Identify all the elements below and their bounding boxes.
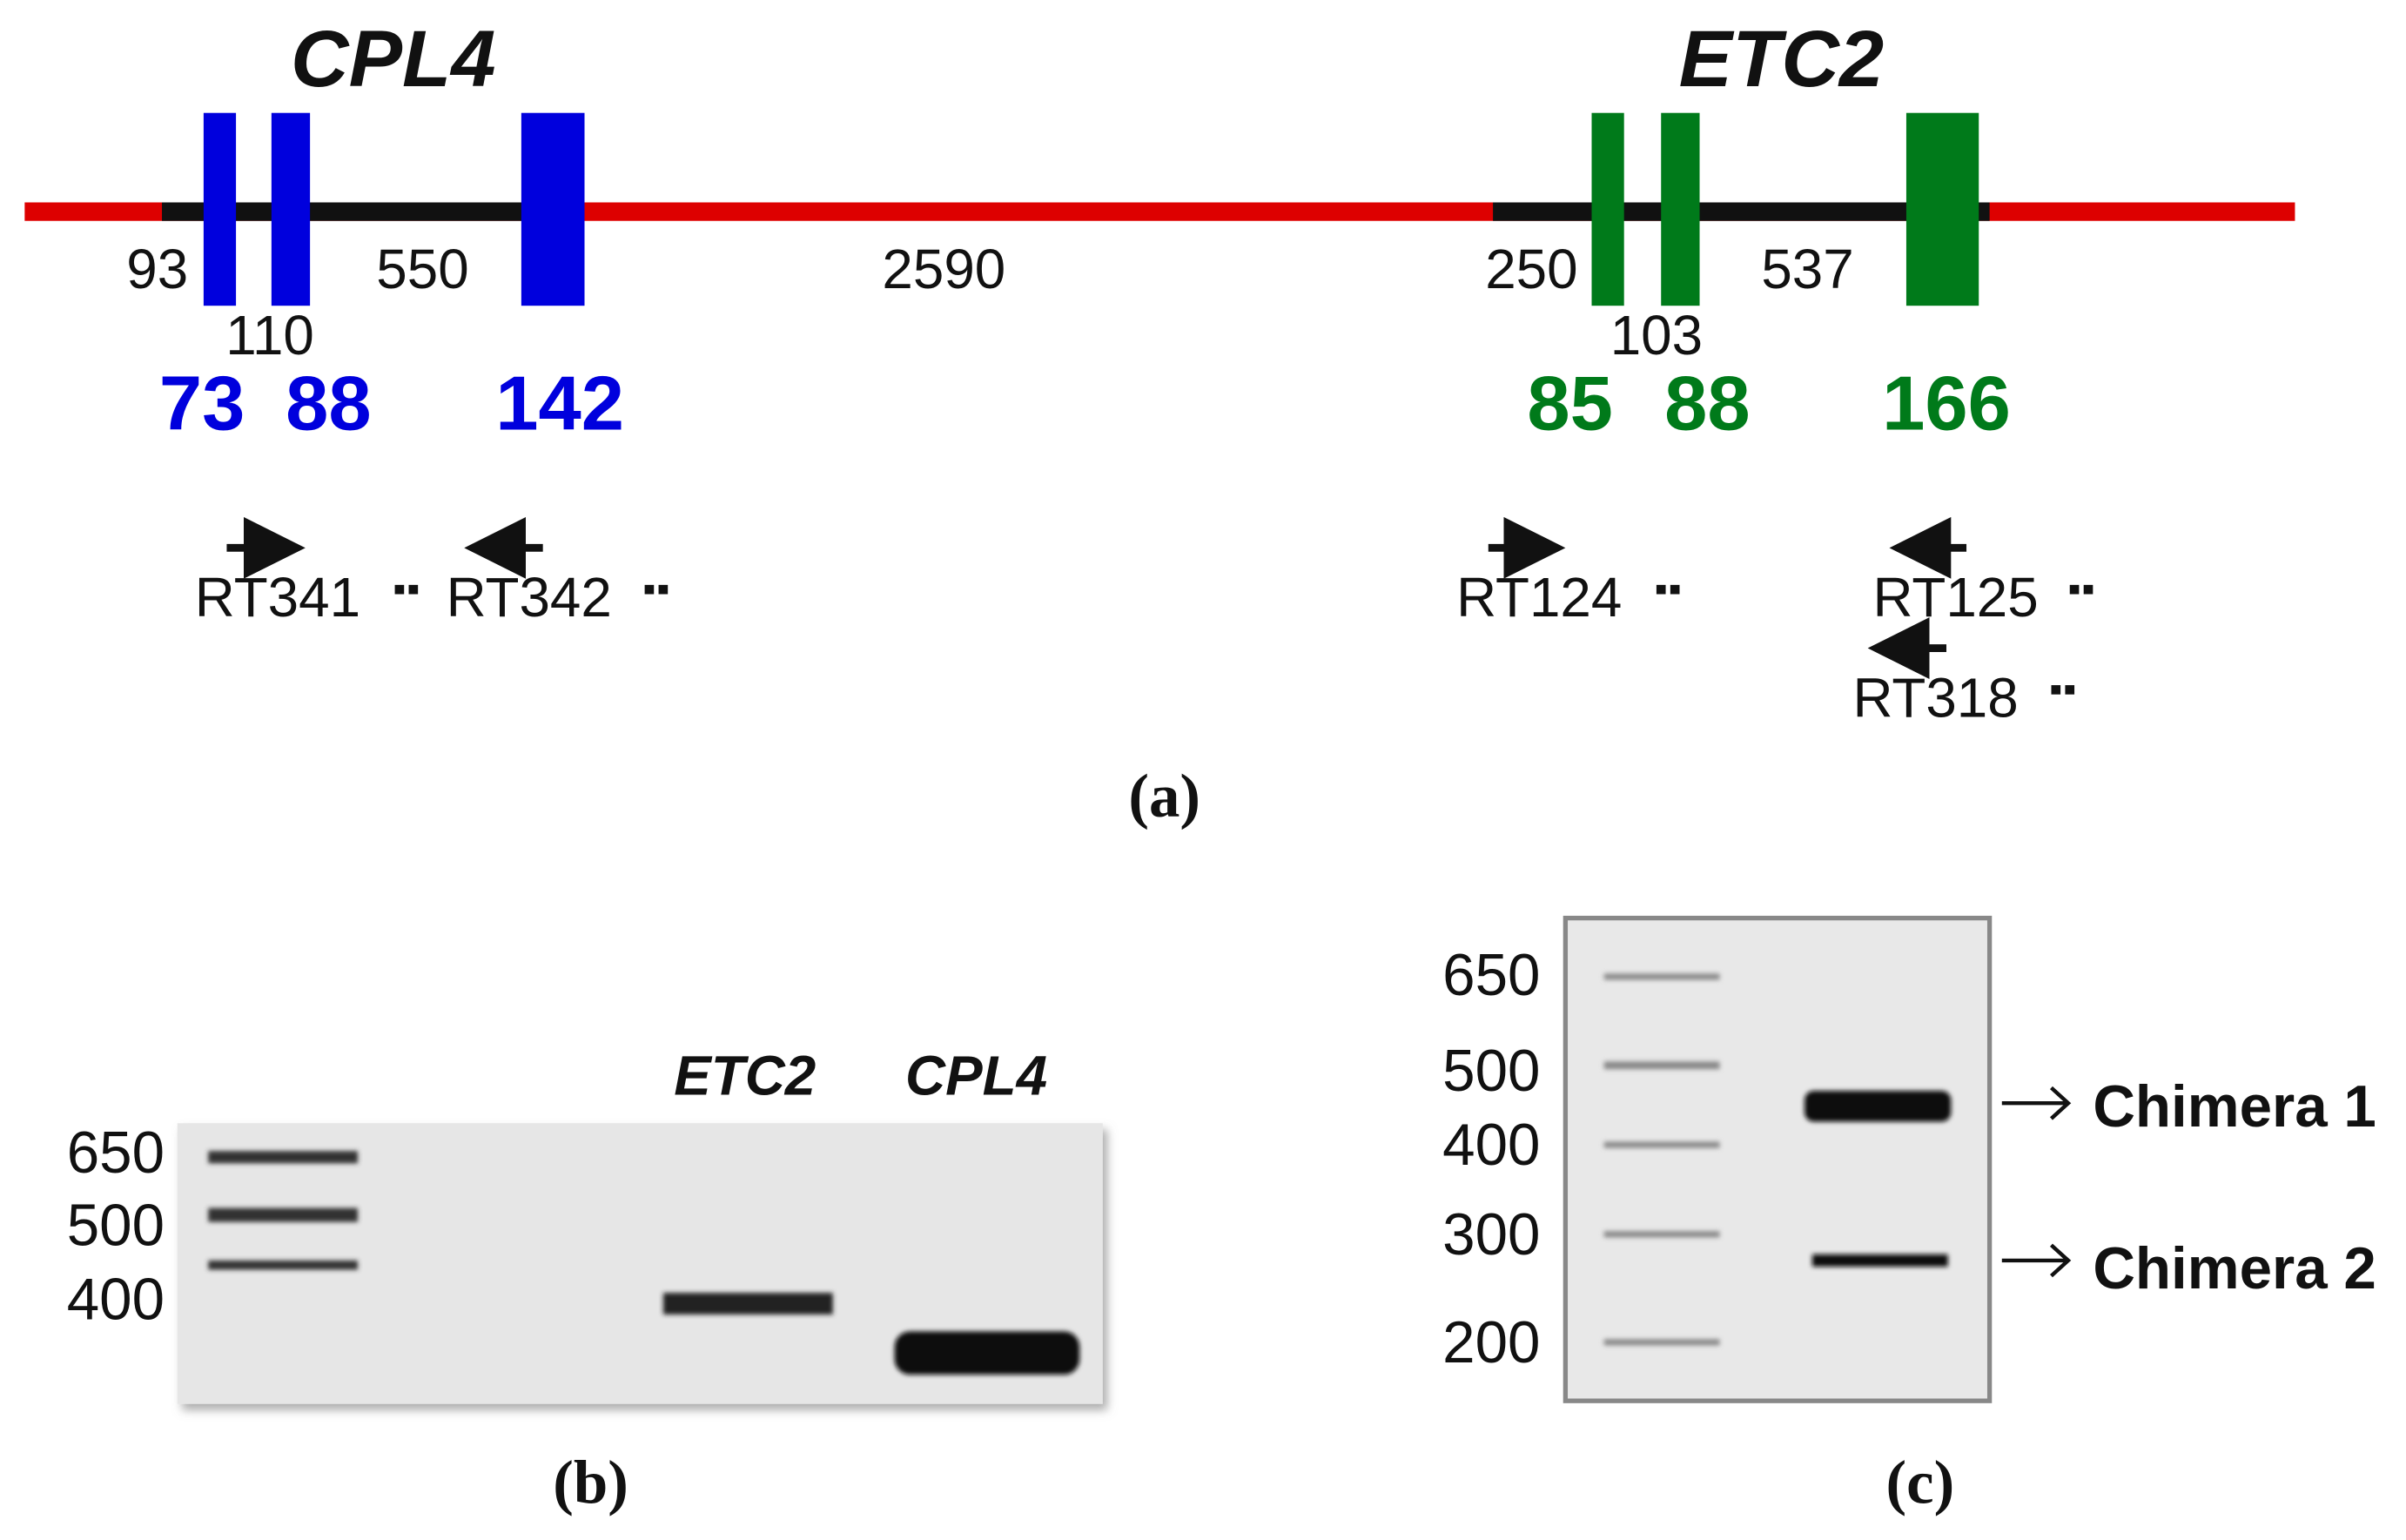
gel <box>1563 915 1993 1403</box>
ladder-label: 400 <box>1442 1113 1540 1178</box>
gene-name: CPL4 <box>291 14 496 104</box>
intron-length: 550 <box>376 238 468 300</box>
band-label: Chimera 1 <box>2093 1074 2376 1140</box>
exon <box>271 112 311 306</box>
intron-length: 93 <box>126 238 188 300</box>
primer-label: RT124 <box>1456 566 1622 629</box>
gene-map <box>24 112 2295 306</box>
panel-label: (b) <box>553 1449 628 1516</box>
exon-length: 166 <box>1882 360 2011 446</box>
panel-label: (a) <box>1128 763 1200 831</box>
ladder-label: 200 <box>1442 1310 1540 1375</box>
intron-length: 110 <box>225 304 314 367</box>
lane-label: CPL4 <box>905 1044 1047 1106</box>
primer-label: RT318 <box>1852 666 2018 729</box>
intron-length: 250 <box>1485 238 1577 300</box>
ladder-bands <box>1603 973 1720 1346</box>
primer-label: RT125 <box>1873 566 2039 629</box>
intron-length: 537 <box>1761 238 1853 300</box>
exon <box>1591 112 1624 306</box>
exon-length: 88 <box>1664 360 1751 446</box>
lane-label: ETC2 <box>674 1044 816 1106</box>
exon <box>1661 112 1700 306</box>
exon-length: 85 <box>1527 360 1613 446</box>
band-arrows <box>2001 1086 2072 1278</box>
ladder-label: 500 <box>67 1193 165 1258</box>
intron-length: 2590 <box>882 238 1005 300</box>
exon <box>1905 112 1979 306</box>
ladder-label: 650 <box>1442 943 1540 1008</box>
primer-marks <box>394 584 2093 695</box>
exon <box>521 112 585 306</box>
panel-label: (c) <box>1886 1449 1955 1516</box>
ladder-label: 300 <box>1442 1202 1540 1268</box>
exon-length: 73 <box>159 360 245 446</box>
gel-bands <box>208 1151 1080 1375</box>
primer-label: RT341 <box>195 566 360 629</box>
intron-length: 103 <box>1610 304 1703 367</box>
exon-length: 88 <box>286 360 372 446</box>
gene-name: ETC2 <box>1679 14 1885 104</box>
band-label: Chimera 2 <box>2093 1236 2376 1301</box>
exon-length: 142 <box>495 360 624 446</box>
exon <box>203 112 237 306</box>
ladder-label: 650 <box>67 1120 165 1186</box>
gel-bands <box>1804 1091 1952 1268</box>
ladder-label: 400 <box>67 1267 165 1332</box>
ladder-label: 500 <box>1442 1039 1540 1104</box>
primer-arrows <box>226 516 1967 679</box>
primer-label: RT342 <box>447 566 612 629</box>
